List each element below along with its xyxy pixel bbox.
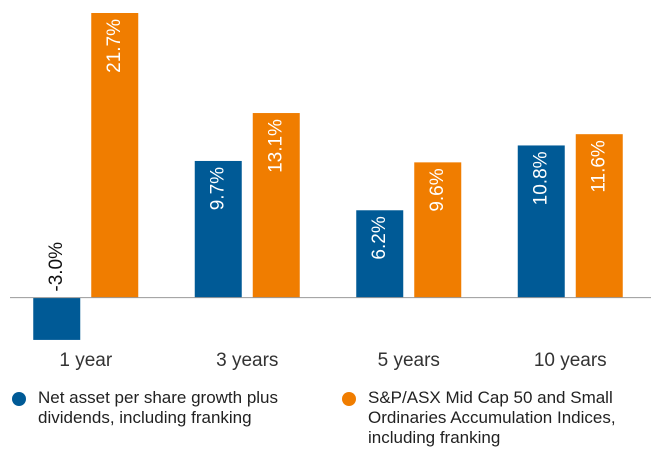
x-tick-label: 3 years — [216, 350, 278, 371]
legend-item: Net asset per share growth plus dividend… — [12, 388, 292, 428]
legend-label: Net asset per share growth plus dividend… — [38, 388, 279, 427]
bar — [91, 13, 139, 298]
bar — [575, 134, 623, 298]
bar — [414, 162, 462, 298]
bar — [33, 297, 81, 340]
x-tick-label: 1 year — [59, 350, 112, 371]
legend-label: S&P/ASX Mid Cap 50 and Small Ordinaries … — [368, 388, 616, 447]
value-label: 9.7% — [207, 167, 228, 210]
x-tick-label: 10 years — [534, 350, 607, 371]
legend-swatch — [342, 392, 356, 406]
bar — [517, 145, 565, 298]
value-label: 11.6% — [588, 140, 609, 193]
bar — [194, 160, 242, 298]
value-label: 21.7% — [104, 19, 125, 73]
bars — [33, 13, 623, 340]
value-label: 10.8% — [530, 151, 551, 205]
bar — [356, 210, 404, 298]
value-label: 13.1% — [265, 119, 286, 173]
legend-swatch — [12, 392, 26, 406]
value-label: 6.2% — [369, 216, 390, 259]
legend-item: S&P/ASX Mid Cap 50 and Small Ordinaries … — [342, 388, 647, 448]
value-label: 9.6% — [427, 168, 448, 211]
value-label: -3.0% — [46, 242, 67, 292]
bar — [252, 113, 300, 298]
x-tick-label: 5 years — [378, 350, 440, 371]
plot: 1 year -3.0% 21.7% 3 years 9.7% 13.1% 5 years 6… — [10, 13, 651, 371]
